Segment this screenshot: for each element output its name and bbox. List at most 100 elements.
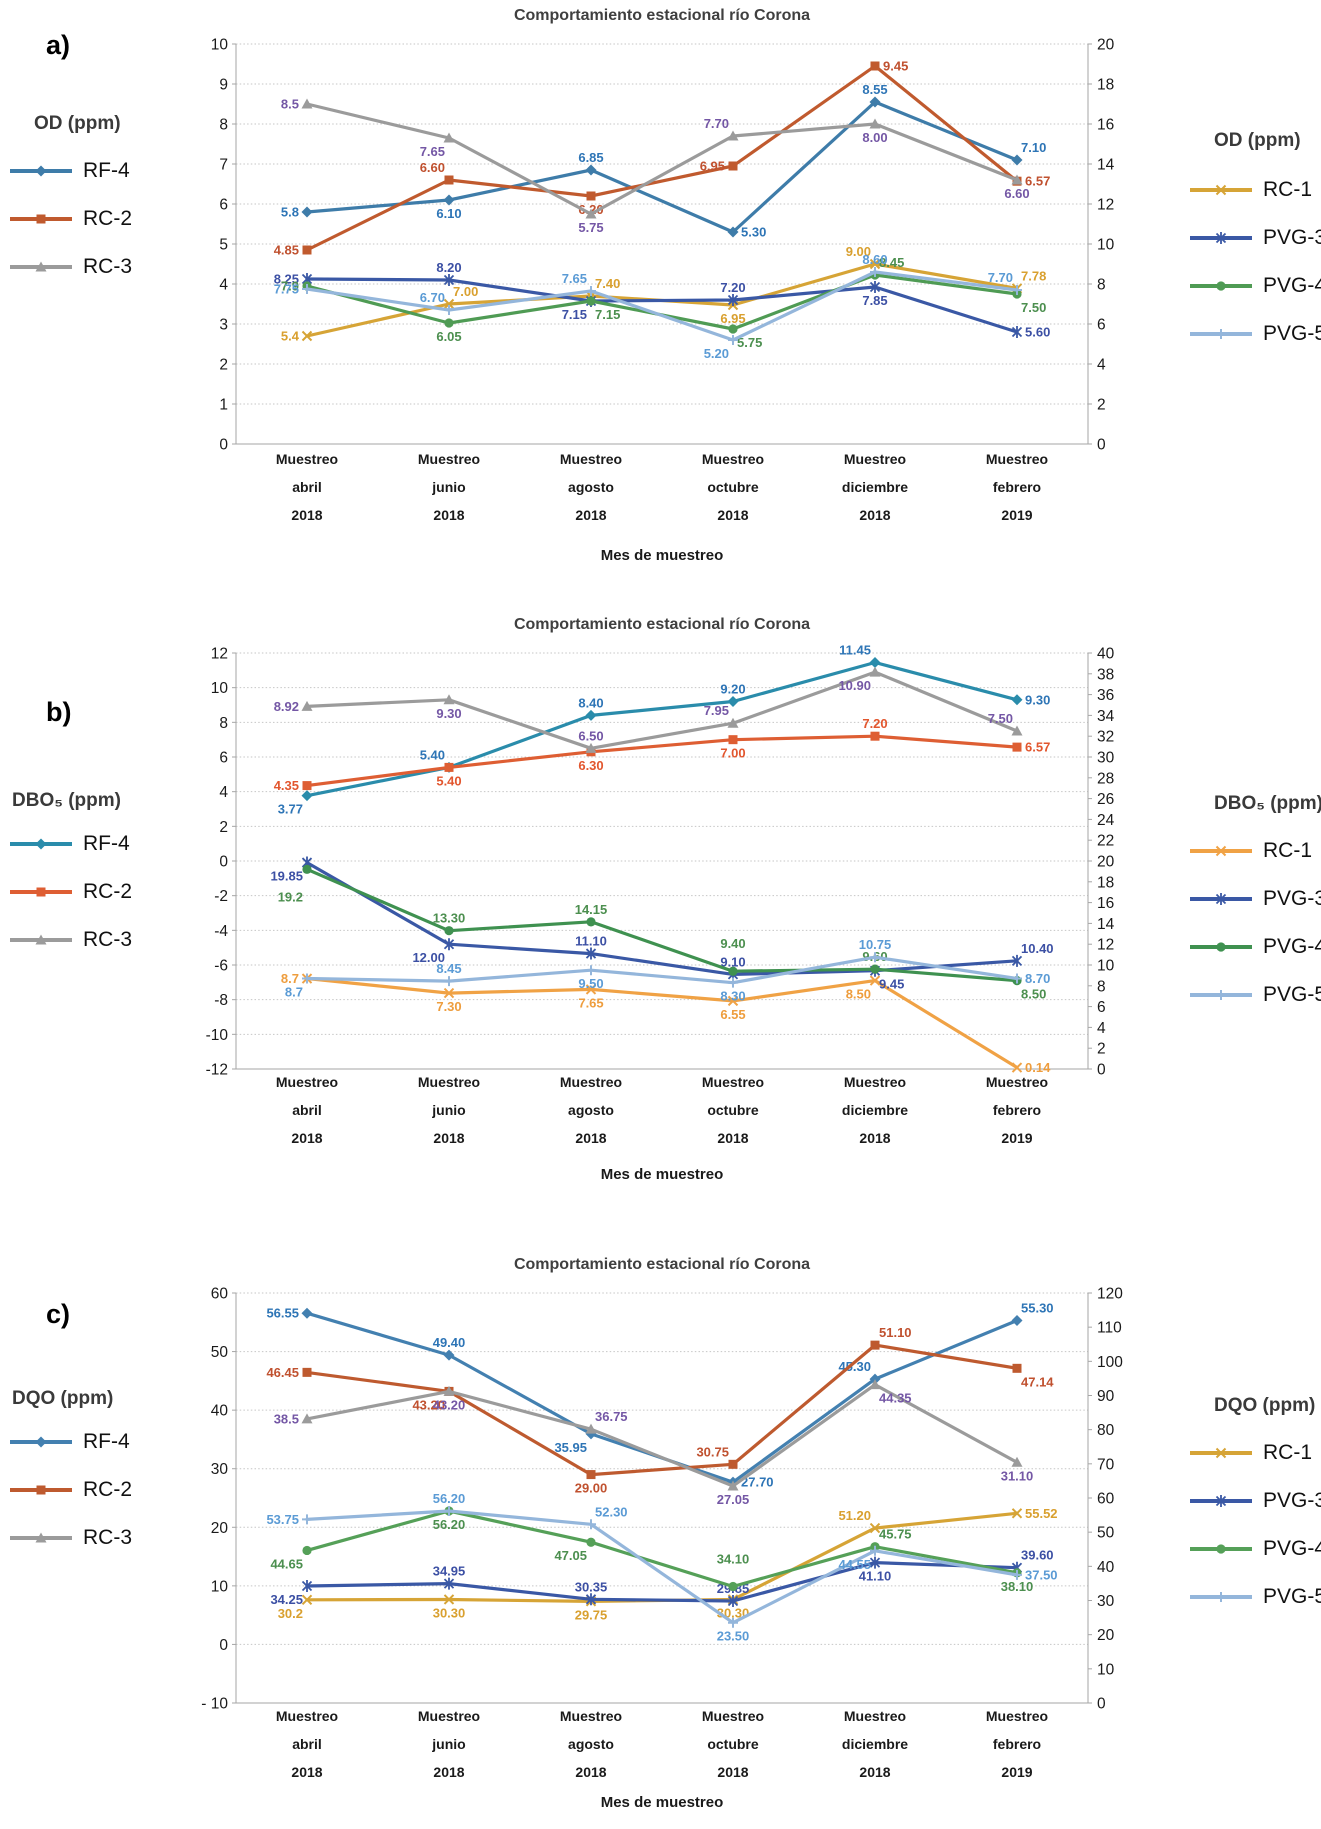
svg-text:34: 34: [1097, 708, 1115, 725]
svg-text:8.7: 8.7: [281, 971, 299, 986]
svg-text:4: 4: [1097, 357, 1106, 374]
svg-text:7.00: 7.00: [720, 746, 745, 761]
chart-b-plot: Comportamiento estacional río Corona -12 -…: [206, 616, 1115, 1183]
svg-text:0.14: 0.14: [1025, 1060, 1051, 1075]
svg-text:6: 6: [219, 750, 228, 767]
svg-text:8.50: 8.50: [1021, 987, 1046, 1002]
legend-item-pvg5: PVG-5: [1188, 1585, 1321, 1609]
svg-text:6.70: 6.70: [420, 290, 445, 305]
svg-text:6.05: 6.05: [436, 329, 461, 344]
rc2-line-marker-icon: [8, 211, 74, 227]
svg-text:10.40: 10.40: [1021, 941, 1054, 956]
svg-text:40: 40: [1097, 1559, 1115, 1576]
legend-item-pvg5: PVG-5: [1188, 983, 1321, 1007]
svg-text:6: 6: [1097, 999, 1106, 1016]
legend-item-rc2: RC-2: [0, 1478, 200, 1502]
svg-text:0: 0: [219, 854, 228, 871]
svg-text:8.00: 8.00: [862, 130, 887, 145]
legend-label-pvg4: PVG-4: [1263, 274, 1321, 297]
svg-text:26: 26: [1097, 791, 1114, 808]
svg-text:11.45: 11.45: [839, 643, 871, 658]
svg-text:9.00: 9.00: [846, 244, 871, 259]
svg-text:47.05: 47.05: [554, 1548, 587, 1563]
svg-text:8: 8: [1097, 277, 1106, 294]
svg-text:4: 4: [219, 784, 228, 801]
panel-letter-b: b): [46, 697, 72, 727]
svg-text:-4: -4: [214, 923, 228, 940]
svg-text:50: 50: [211, 1344, 229, 1361]
svg-text:8.92: 8.92: [274, 699, 299, 714]
svg-text:34.10: 34.10: [717, 1552, 750, 1567]
svg-text:10: 10: [1097, 237, 1115, 254]
svg-text:7.75: 7.75: [274, 282, 299, 297]
legend-label-pvg5: PVG-5: [1263, 983, 1321, 1006]
svg-text:7.85: 7.85: [862, 293, 887, 308]
svg-text:22: 22: [1097, 833, 1114, 850]
svg-text:-10: -10: [206, 1027, 229, 1044]
svg-text:7.15: 7.15: [562, 307, 587, 322]
svg-text:36: 36: [1097, 687, 1114, 704]
chart-a-right-legend: OD (ppm) RC-1 PVG-3 PVG-4 PVG-5: [1130, 4, 1321, 358]
svg-text:5.75: 5.75: [737, 335, 762, 350]
svg-text:20: 20: [1097, 854, 1115, 871]
chart-c-right-legend: DQO (ppm) RC-1 PVG-3 PVG-4 PVG-5: [1130, 1229, 1321, 1621]
chart-b-left-axis-title: DBO₅ (ppm): [12, 790, 121, 811]
svg-text:41.10: 41.10: [859, 1569, 892, 1584]
svg-text:12: 12: [1097, 197, 1114, 214]
legend-item-pvg5: PVG-5: [1188, 322, 1321, 346]
svg-text:35.95: 35.95: [554, 1440, 587, 1455]
pvg4-line-marker-icon: [1188, 278, 1254, 294]
svg-text:45.75: 45.75: [879, 1527, 912, 1542]
svg-text:9: 9: [219, 77, 228, 94]
legend-label-pvg3: PVG-3: [1263, 887, 1321, 910]
svg-text:27.05: 27.05: [717, 1492, 750, 1507]
svg-text:7.78: 7.78: [1021, 268, 1046, 283]
svg-text:30.2: 30.2: [278, 1606, 303, 1621]
svg-text:14: 14: [1097, 916, 1115, 933]
svg-text:56.55: 56.55: [266, 1306, 299, 1321]
legend-item-pvg3: PVG-3: [1188, 226, 1321, 250]
svg-text:44.55: 44.55: [838, 1557, 871, 1572]
svg-text:90: 90: [1097, 1388, 1115, 1405]
svg-text:Comportamiento estacional río: Comportamiento estacional río Corona: [514, 7, 810, 24]
svg-text:6.85: 6.85: [578, 150, 603, 165]
svg-text:28: 28: [1097, 770, 1114, 787]
svg-text:-6: -6: [214, 958, 228, 975]
svg-text:30.75: 30.75: [696, 1444, 729, 1459]
legend-item-rc2: RC-2: [0, 880, 200, 904]
legend-item-pvg3: PVG-3: [1188, 1489, 1321, 1513]
rc1-line-marker-icon: [1188, 843, 1254, 859]
legend-label-pvg4: PVG-4: [1263, 935, 1321, 958]
svg-text:8.55: 8.55: [862, 82, 887, 97]
svg-text:9.45: 9.45: [879, 977, 904, 992]
svg-text:7.20: 7.20: [862, 716, 887, 731]
pvg5-line-marker-icon: [1188, 1589, 1254, 1605]
legend-label-rc1: RC-1: [1263, 839, 1313, 862]
svg-text:36.75: 36.75: [595, 1409, 628, 1424]
svg-text:4.85: 4.85: [274, 243, 299, 258]
chart-c-left-legend: c) DQO (ppm) RF-4 RC-2 RC-3: [0, 1229, 200, 1562]
svg-text:14.15: 14.15: [575, 902, 608, 917]
legend-label-rc1: RC-1: [1263, 178, 1313, 201]
svg-text:5.40: 5.40: [420, 747, 445, 762]
svg-text:60: 60: [211, 1286, 229, 1303]
svg-text:8.50: 8.50: [846, 987, 871, 1002]
legend-label-rc3: RC-3: [83, 928, 133, 951]
svg-text:55.30: 55.30: [1021, 1301, 1054, 1316]
svg-text:Mes de muestreo: Mes de muestreo: [601, 547, 724, 564]
svg-text:7.15: 7.15: [595, 307, 620, 322]
legend-item-rc2: RC-2: [0, 207, 200, 231]
svg-text:120: 120: [1097, 1286, 1123, 1303]
svg-text:38.5: 38.5: [274, 1411, 299, 1426]
chart-b-canvas: Comportamiento estacional río Corona -12 -…: [200, 569, 1130, 1229]
svg-text:27.70: 27.70: [741, 1475, 774, 1490]
panel-letter-c: c): [46, 1299, 71, 1329]
svg-text:9.20: 9.20: [720, 682, 745, 697]
chart-a-plot: Comportamiento estacional río Corona0123…: [211, 7, 1115, 564]
svg-text:30.30: 30.30: [433, 1606, 466, 1621]
chart-c-section: c) DQO (ppm) RF-4 RC-2 RC-3 Comportamien…: [0, 1229, 1321, 1819]
